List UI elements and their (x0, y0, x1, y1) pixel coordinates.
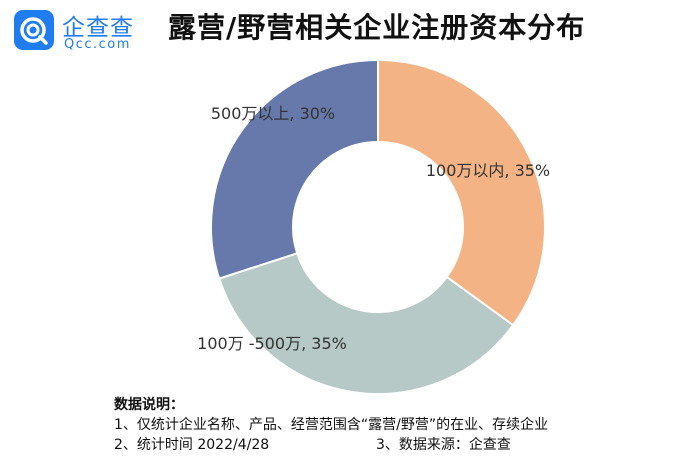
donut-labels: 100万以内, 35% 100万 -500万, 35% 500万以上, 30% (197, 104, 550, 353)
slice-label-1: 100万以内, 35% (426, 161, 550, 180)
data-notes: 数据说明： 1、仅统计企业名称、产品、经营范围含“露营/野营”的在业、存续企业 … (114, 395, 684, 455)
donut-slices (210, 58, 546, 395)
slice-3 (210, 58, 379, 280)
qcc-logo-domain: Qcc.com (64, 37, 131, 52)
notes-title: 数据说明： (114, 397, 184, 413)
qcc-logo-icon (14, 10, 54, 50)
note-date: 2、统计时间 2022/4/28 (114, 437, 270, 453)
slice-2 (217, 252, 515, 395)
note-scope: 1、仅统计企业名称、产品、经营范围含“露营/野营”的在业、存续企业 (114, 417, 549, 433)
slice-label-2: 100万 -500万, 35% (197, 334, 347, 353)
slice-label-3: 500万以上, 30% (211, 104, 335, 123)
slice-1 (377, 58, 546, 327)
note-row-1: 1、仅统计企业名称、产品、经营范围含“露营/野营”的在业、存续企业 (114, 415, 684, 435)
qcc-logo-name: 企查查 (62, 15, 134, 41)
note-row-2: 2、统计时间 2022/4/28 3、数据来源：企查查 (114, 435, 684, 455)
qcc-logo: 企查查 Qcc.com (14, 8, 154, 52)
note-source: 3、数据来源：企查查 (376, 437, 511, 453)
chart-title: 露营/野营相关企业注册资本分布 (168, 11, 586, 44)
